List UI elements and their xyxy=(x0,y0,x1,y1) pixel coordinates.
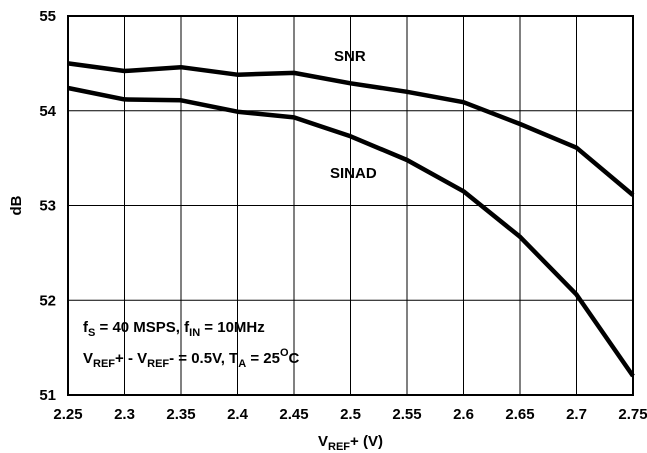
x-axis-label-sub: REF xyxy=(328,441,350,453)
y-tick-labels: 51 52 53 54 55 xyxy=(39,8,56,404)
x-tick-label: 2.35 xyxy=(166,406,195,423)
plot-frame xyxy=(67,15,634,396)
ann2-t2: - = 0.5V, T xyxy=(169,350,238,367)
x-tick-label: 2.25 xyxy=(53,406,82,423)
y-axis-label: dB xyxy=(8,195,25,215)
x-axis-label: VREF+ (V) xyxy=(318,433,383,453)
x-tick-label: 2.75 xyxy=(618,406,647,423)
series-line-snr xyxy=(67,61,635,197)
ann1-f1-sub: S xyxy=(88,327,95,339)
ann2-v1: V xyxy=(83,350,93,367)
x-axis-label-main: V xyxy=(318,433,328,450)
ann2-v1-sub: REF xyxy=(93,358,115,370)
y-tick-label: 53 xyxy=(39,198,56,215)
ann2-t-sub: A xyxy=(238,358,246,370)
x-tick-label: 2.55 xyxy=(392,406,421,423)
annotation-line-1: fS = 40 MSPS, fIN = 10MHz xyxy=(83,319,265,339)
grid xyxy=(68,16,633,395)
y-tick-label: 54 xyxy=(39,103,56,120)
x-axis-label-suffix: + (V) xyxy=(350,433,383,450)
ann1-t1: = 40 MSPS, f xyxy=(95,319,190,336)
series-line-sinad xyxy=(67,85,635,378)
ann2-t3: = 25 xyxy=(246,350,280,367)
ann1-f2-sub: IN xyxy=(189,327,200,339)
x-tick-label: 2.5 xyxy=(340,406,361,423)
series-lines xyxy=(67,61,635,378)
ann2-sup: O xyxy=(280,347,289,359)
x-tick-labels: 2.25 2.3 2.35 2.4 2.45 2.5 2.55 2.6 2.65 2.7 2.75 xyxy=(53,406,647,423)
y-tick-label: 51 xyxy=(39,387,56,404)
series-label-snr: SNR xyxy=(334,48,366,65)
ann2-v2-sub: REF xyxy=(147,358,169,370)
x-tick-label: 2.6 xyxy=(453,406,474,423)
series-label-sinad: SINAD xyxy=(330,165,377,182)
ann2-t1: + - V xyxy=(115,350,147,367)
x-tick-label: 2.7 xyxy=(566,406,587,423)
ann1-f1: f xyxy=(83,319,89,336)
x-tick-label: 2.65 xyxy=(505,406,534,423)
ann2-t4: C xyxy=(289,350,300,367)
x-tick-label: 2.45 xyxy=(279,406,308,423)
y-tick-label: 55 xyxy=(39,8,56,25)
ann1-t2: = 10MHz xyxy=(200,319,265,336)
y-tick-label: 52 xyxy=(39,292,56,309)
x-tick-label: 2.4 xyxy=(227,406,249,423)
annotation-line-2: VREF+ - VREF- = 0.5V, TA = 25OC xyxy=(83,347,300,370)
x-tick-label: 2.3 xyxy=(114,406,135,423)
